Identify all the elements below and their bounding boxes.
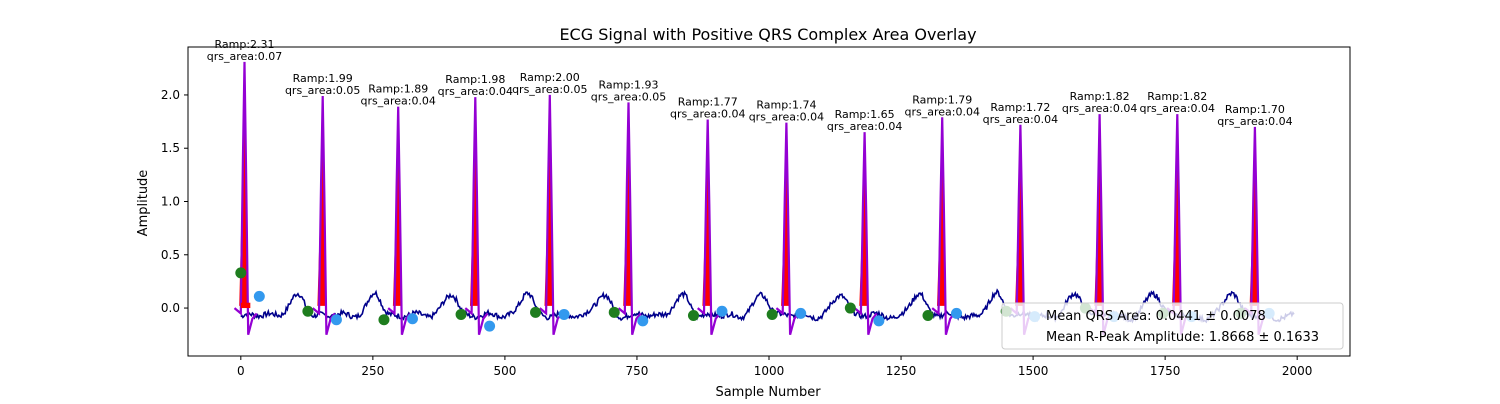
qrs-area-label-1: qrs_area:0.07 bbox=[207, 50, 282, 63]
legend-box bbox=[1001, 302, 1344, 350]
x-tick-label: 750 bbox=[626, 364, 649, 378]
qrs-complex-line-2 bbox=[311, 95, 336, 335]
y-tick-label: 0.5 bbox=[161, 248, 180, 262]
beat-annotations: Ramp:2.31qrs_area:0.07Ramp:1.99qrs_area:… bbox=[207, 38, 1293, 133]
qrs-area-label-4: qrs_area:0.04 bbox=[438, 85, 513, 98]
qrs-complex-line-9 bbox=[853, 132, 878, 335]
qrs-complex-line-3 bbox=[387, 106, 412, 335]
qrs-area-label-8: qrs_area:0.04 bbox=[749, 111, 824, 124]
q-point-2 bbox=[302, 305, 314, 317]
x-tick-label: 2000 bbox=[1282, 364, 1313, 378]
qrs-area-label-2: qrs_area:0.05 bbox=[285, 84, 360, 97]
qrs-area-label-5: qrs_area:0.05 bbox=[512, 83, 587, 96]
s-point-4 bbox=[484, 320, 496, 332]
qrs-complex-line-10 bbox=[931, 117, 956, 335]
x-tick-label: 250 bbox=[361, 364, 384, 378]
ramp-label-8: Ramp:1.74 bbox=[756, 99, 816, 112]
x-axis-label: Sample Number bbox=[715, 385, 821, 400]
x-tick-label: 1500 bbox=[1018, 364, 1049, 378]
s-point-9 bbox=[873, 315, 885, 327]
ramp-label-2: Ramp:1.99 bbox=[293, 72, 353, 85]
ramp-label-11: Ramp:1.72 bbox=[990, 101, 1050, 114]
qrs-complex-line-1 bbox=[233, 61, 258, 335]
x-tick-label: 0 bbox=[237, 364, 245, 378]
qrs-complex-line-6 bbox=[617, 102, 642, 335]
y-tick-label: 1.0 bbox=[161, 195, 180, 209]
qrs-area-label-13: qrs_area:0.04 bbox=[1140, 102, 1215, 115]
legend: Mean QRS Area: 0.0441 ± 0.0078 Mean R-Pe… bbox=[1001, 302, 1344, 350]
ramp-label-6: Ramp:1.93 bbox=[598, 78, 658, 91]
qrs-complex-line-7 bbox=[696, 119, 721, 335]
chart-marks bbox=[233, 61, 1275, 335]
s-point-10 bbox=[951, 307, 963, 319]
ramp-label-13: Ramp:1.82 bbox=[1147, 90, 1207, 103]
ramp-label-14: Ramp:1.70 bbox=[1225, 103, 1285, 116]
ramp-label-12: Ramp:1.82 bbox=[1070, 90, 1130, 103]
s-point-7 bbox=[716, 305, 728, 317]
y-tick-label: 0.0 bbox=[161, 301, 180, 315]
legend-mean-r-peak: Mean R-Peak Amplitude: 1.8668 ± 0.1633 bbox=[1046, 330, 1319, 345]
legend-mean-qrs-area: Mean QRS Area: 0.0441 ± 0.0078 bbox=[1046, 309, 1266, 324]
ramp-label-3: Ramp:1.89 bbox=[368, 83, 428, 96]
q-point-6 bbox=[608, 306, 620, 318]
qrs-area-label-3: qrs_area:0.04 bbox=[360, 95, 435, 108]
x-tick-label: 1250 bbox=[886, 364, 917, 378]
s-point-6 bbox=[637, 315, 649, 327]
q-point-7 bbox=[687, 310, 699, 322]
ramp-label-1: Ramp:2.31 bbox=[214, 38, 274, 51]
ramp-label-5: Ramp:2.00 bbox=[520, 71, 580, 84]
ramp-label-9: Ramp:1.65 bbox=[835, 108, 895, 121]
s-point-2 bbox=[330, 314, 342, 326]
x-tick-label: 1750 bbox=[1150, 364, 1181, 378]
qrs-complex-line-4 bbox=[464, 97, 489, 335]
qrs-area-label-12: qrs_area:0.04 bbox=[1062, 102, 1137, 115]
q-point-3 bbox=[378, 314, 390, 326]
y-tick-label: 1.5 bbox=[161, 141, 180, 155]
qrs-area-label-9: qrs_area:0.04 bbox=[827, 120, 902, 133]
qrs-area-label-14: qrs_area:0.04 bbox=[1217, 115, 1292, 128]
x-tick-label: 1000 bbox=[754, 364, 785, 378]
qrs-area-label-7: qrs_area:0.04 bbox=[670, 107, 745, 120]
q-point-8 bbox=[766, 308, 778, 320]
s-point-1 bbox=[253, 290, 265, 302]
q-point-4 bbox=[455, 308, 467, 320]
q-point-1 bbox=[235, 267, 247, 279]
y-tick-label: 2.0 bbox=[161, 88, 180, 102]
axes: 0 250 500 750 1000 1250 1500 1750 2000 0.0 0.5 1.0 1… bbox=[161, 46, 1351, 378]
q-point-5 bbox=[530, 306, 542, 318]
q-point-10 bbox=[922, 310, 934, 322]
s-point-5 bbox=[558, 308, 570, 320]
ramp-label-4: Ramp:1.98 bbox=[445, 73, 505, 86]
qrs-area-label-6: qrs_area:0.05 bbox=[591, 90, 666, 103]
qrs-complex-line-5 bbox=[539, 94, 563, 335]
qrs-area-label-10: qrs_area:0.04 bbox=[905, 105, 980, 118]
qrs-complex-line-8 bbox=[775, 122, 800, 335]
ramp-label-7: Ramp:1.77 bbox=[678, 95, 738, 108]
qrs-area-label-11: qrs_area:0.04 bbox=[983, 113, 1058, 126]
qrs-onset-bar bbox=[240, 302, 251, 309]
ramp-label-10: Ramp:1.79 bbox=[912, 93, 972, 106]
x-tick-label: 500 bbox=[493, 364, 516, 378]
chart-title: ECG Signal with Positive QRS Complex Are… bbox=[559, 25, 976, 44]
y-axis-label: Amplitude bbox=[136, 170, 151, 237]
q-point-9 bbox=[844, 302, 856, 314]
s-point-3 bbox=[406, 313, 418, 325]
s-point-8 bbox=[795, 307, 807, 319]
